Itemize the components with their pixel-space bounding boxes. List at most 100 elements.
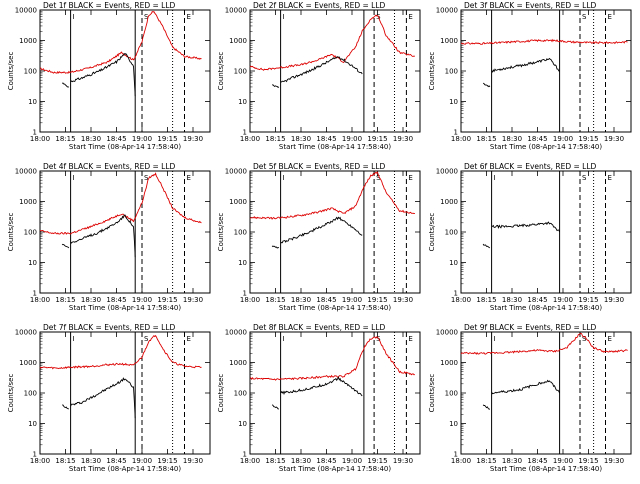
y-tick-label: 1000 (440, 359, 458, 367)
x-axis-label: Start Time (08-Apr-14 17:58:40) (279, 465, 391, 473)
y-tick-label: 100 (445, 229, 458, 237)
marker-label: I (283, 335, 285, 343)
events-lead-series (271, 245, 280, 249)
x-tick-label: 19:30 (183, 457, 203, 465)
events-series (491, 379, 561, 395)
x-tick-label: 19:15 (157, 135, 177, 143)
panel-4: Det 4f BLACK = Events, RED = LLD 1 10 100 10… (7, 162, 211, 312)
lld-series (249, 14, 416, 71)
y-tick-label: 10000 (225, 168, 247, 176)
panel-title: Det 7f BLACK = Events, RED = LLD (43, 323, 176, 332)
events-lead-series (62, 404, 69, 410)
marker-label: E (187, 174, 191, 182)
x-tick-label: 19:00 (342, 457, 362, 465)
x-tick-label: 18:30 (81, 135, 101, 143)
x-tick-label: 18:30 (502, 296, 522, 304)
x-tick-label: 18:30 (291, 457, 311, 465)
y-tick-label: 10 (238, 98, 247, 106)
panel-8: Det 8f BLACK = Events, RED = LLD 1 10 100 10… (217, 323, 421, 473)
x-tick-label: 18:15 (476, 135, 496, 143)
y-tick-label: 10 (238, 420, 247, 428)
x-tick-label: 19:00 (553, 296, 573, 304)
y-tick-label: 1 (243, 290, 247, 298)
marker-label: E (187, 335, 191, 343)
marker-label: S (582, 13, 587, 21)
y-axis-label: Counts/sec (217, 213, 225, 252)
y-tick-label: 10 (28, 259, 37, 267)
y-tick-label: 1000 (440, 37, 458, 45)
y-tick-label: 1 (33, 129, 37, 137)
y-tick-label: 1000 (19, 198, 37, 206)
x-tick-label: 18:45 (316, 296, 336, 304)
x-tick-label: 19:30 (393, 296, 413, 304)
x-axis-label: Start Time (08-Apr-14 17:58:40) (69, 304, 181, 312)
x-tick-label: 18:00 (240, 135, 260, 143)
y-tick-label: 1000 (440, 198, 458, 206)
y-axis-label: Counts/sec (428, 213, 436, 252)
events-series (70, 377, 136, 419)
events-series (280, 216, 363, 244)
lld-series (460, 332, 628, 355)
x-tick-label: 19:15 (367, 135, 387, 143)
y-tick-label: 10000 (436, 168, 458, 176)
marker-label: E (608, 174, 612, 182)
x-axis-label: Start Time (08-Apr-14 17:58:40) (490, 465, 602, 473)
x-tick-label: 18:00 (451, 135, 471, 143)
panel-title: Det 9f BLACK = Events, RED = LLD (464, 323, 597, 332)
panel-title: Det 3f BLACK = Events, RED = LLD (464, 1, 597, 10)
x-tick-label: 18:00 (240, 296, 260, 304)
x-tick-label: 18:15 (55, 296, 75, 304)
x-tick-label: 18:15 (476, 296, 496, 304)
x-tick-label: 18:45 (106, 135, 126, 143)
y-tick-label: 10 (449, 98, 458, 106)
events-lead-series (61, 82, 69, 88)
x-tick-label: 18:15 (55, 457, 75, 465)
events-lead-series (61, 243, 70, 249)
x-tick-label: 19:15 (367, 457, 387, 465)
y-tick-label: 1 (33, 451, 37, 459)
panel-title: Det 5f BLACK = Events, RED = LLD (253, 162, 386, 171)
marker-label: S (582, 335, 587, 343)
y-axis-label: Counts/sec (7, 52, 15, 91)
y-tick-label: 1 (33, 290, 37, 298)
x-tick-label: 19:30 (393, 457, 413, 465)
x-tick-label: 18:00 (30, 296, 50, 304)
y-tick-label: 10000 (436, 7, 458, 15)
x-tick-label: 18:15 (476, 457, 496, 465)
y-axis-label: Counts/sec (428, 374, 436, 413)
x-axis-label: Start Time (08-Apr-14 17:58:40) (69, 143, 181, 151)
events-series (280, 376, 363, 397)
y-tick-label: 1000 (229, 359, 247, 367)
x-tick-label: 18:45 (527, 296, 547, 304)
marker-label: E (408, 174, 412, 182)
marker-label: E (608, 13, 612, 21)
x-tick-label: 18:45 (316, 135, 336, 143)
y-tick-label: 1 (243, 129, 247, 137)
lld-series (39, 172, 202, 235)
y-tick-label: 100 (234, 68, 247, 76)
y-tick-label: 10 (449, 420, 458, 428)
x-tick-label: 19:15 (157, 457, 177, 465)
x-tick-label: 18:00 (30, 457, 50, 465)
x-tick-label: 19:00 (132, 457, 152, 465)
events-lead-series (482, 82, 491, 88)
events-series (70, 214, 136, 258)
x-tick-label: 19:15 (578, 135, 598, 143)
y-tick-label: 100 (445, 390, 458, 398)
y-tick-label: 10000 (225, 329, 247, 337)
panel-title: Det 2f BLACK = Events, RED = LLD (253, 1, 386, 10)
marker-label: S (144, 174, 149, 182)
y-axis-label: Counts/sec (428, 52, 436, 91)
x-axis-label: Start Time (08-Apr-14 17:58:40) (279, 304, 391, 312)
x-tick-label: 18:30 (291, 296, 311, 304)
marker-label: I (73, 335, 75, 343)
panel-title: Det 1f BLACK = Events, RED = LLD (43, 1, 176, 10)
x-tick-label: 18:30 (81, 457, 101, 465)
x-tick-label: 19:15 (578, 457, 598, 465)
panel-title: Det 8f BLACK = Events, RED = LLD (253, 323, 386, 332)
x-tick-label: 18:00 (240, 457, 260, 465)
lld-series (249, 171, 415, 220)
lld-series (250, 336, 415, 381)
